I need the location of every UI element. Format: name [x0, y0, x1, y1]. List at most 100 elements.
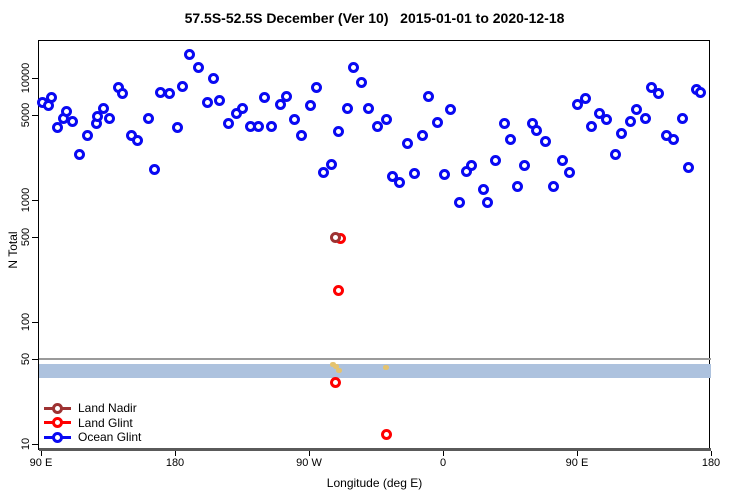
ocean-glint-point — [184, 48, 196, 60]
y-axis-tick-label: 1000 — [20, 187, 32, 213]
land-glint-point — [380, 428, 392, 440]
ocean-glint-point — [482, 197, 494, 209]
ocean-glint-point — [66, 116, 78, 128]
ocean-glint-point — [683, 162, 695, 174]
ocean-glint-point — [601, 114, 613, 126]
x-axis-tick-label: 90 E — [29, 457, 53, 469]
y-axis-tick — [32, 444, 38, 445]
ocean-glint-point — [208, 72, 220, 84]
x-axis-tick — [577, 451, 578, 456]
chart-title: 57.5S-52.5S December (Ver 10) 2015-01-01… — [184, 10, 565, 26]
ocean-glint-point — [653, 88, 665, 100]
ocean-glint-point — [540, 136, 552, 148]
y-axis-tick-label: 10 — [20, 437, 32, 451]
y-axis-tick — [32, 236, 38, 238]
x-axis-tick-label: 0 — [439, 457, 447, 469]
ocean-glint-point — [193, 62, 205, 74]
ocean-glint-point — [214, 94, 226, 106]
legend-item-land-nadir: Land Nadir — [44, 401, 141, 416]
x-axis-tick — [175, 451, 176, 456]
ocean-glint-point — [342, 102, 354, 114]
legend-label-ocean-glint: Ocean Glint — [78, 430, 142, 445]
ocean-glint-point — [252, 120, 264, 132]
ocean-glint-point — [117, 88, 129, 100]
ocean-glint-point — [132, 134, 144, 146]
ocean-glint-point — [616, 128, 628, 140]
ocean-glint-point — [401, 137, 413, 149]
ocean-glint-point — [547, 180, 559, 192]
land-glint-marker-icon — [44, 417, 71, 429]
ocean-glint-point — [163, 87, 175, 99]
land-nadir-point — [330, 231, 342, 243]
ocean-glint-point — [444, 103, 456, 115]
ocean-glint-point — [593, 107, 605, 119]
ocean-glint-point — [325, 158, 337, 170]
legend-label-land-nadir: Land Nadir — [78, 401, 137, 416]
ocean-glint-point — [610, 148, 622, 160]
ocean-glint-point — [304, 100, 316, 112]
ocean-glint-point — [511, 180, 523, 192]
ocean-glint-point — [223, 118, 235, 130]
y-axis-tick — [32, 78, 38, 79]
x-axis-tick-label: 90 E — [565, 457, 589, 469]
land-nadir-marker-icon — [44, 402, 71, 414]
ocean-glint-point — [51, 121, 63, 133]
ocean-glint-marker-icon — [44, 431, 71, 443]
ocean-glint-point — [477, 183, 489, 195]
ocean-glint-point — [465, 160, 477, 172]
ocean-glint-point — [556, 155, 568, 167]
y-axis-tick-label: 10000 — [20, 62, 32, 94]
ocean-glint-point — [275, 99, 287, 111]
land-glint-point — [330, 376, 342, 388]
ocean-glint-point — [631, 103, 643, 115]
legend-item-ocean-glint: Ocean Glint — [44, 430, 141, 445]
ocean-glint-point — [409, 168, 421, 180]
legend-item-land-glint: Land Glint — [44, 416, 141, 431]
ocean-glint-point — [519, 160, 531, 172]
y-axis-tick — [32, 322, 38, 323]
ocean-glint-point — [639, 112, 651, 124]
ocean-glint-point — [431, 117, 443, 129]
x-axis-tick-label: 180 — [701, 457, 721, 469]
x-axis-tick — [443, 451, 444, 456]
land-nadir-circle-icon — [52, 402, 63, 414]
ocean-glint-point — [333, 126, 345, 138]
unlabeled-gold-marks-mark — [332, 364, 339, 370]
ocean-glint-point — [202, 96, 214, 108]
ocean-glint-point — [74, 149, 86, 161]
ocean-glint-point — [498, 118, 510, 130]
ocean-glint-point — [371, 120, 383, 132]
x-axis-title: Longitude (deg E) — [326, 476, 423, 490]
ocean-glint-point — [310, 82, 322, 94]
ocean-glint-point — [668, 133, 680, 145]
ocean-glint-point — [318, 167, 330, 179]
ocean-glint-point — [677, 112, 689, 124]
legend-label-land-glint: Land Glint — [78, 415, 133, 430]
ocean-glint-point — [416, 129, 428, 141]
ocean-glint-point — [531, 125, 543, 137]
unlabeled-gold-marks-mark — [383, 365, 390, 371]
x-axis-tick — [711, 451, 712, 456]
ocean-glint-point — [103, 112, 115, 124]
ocean-glint-point — [236, 102, 248, 114]
ocean-glint-point — [571, 98, 583, 110]
ocean-glint-point — [645, 82, 657, 94]
ocean-glint-point — [348, 62, 360, 74]
ocean-glint-point — [172, 121, 184, 133]
ocean-glint-point — [60, 106, 72, 118]
ocean-glint-point — [296, 130, 308, 142]
ocean-glint-point — [148, 163, 160, 175]
ocean-glint-point — [422, 91, 434, 103]
ocean-glint-point — [453, 197, 465, 209]
ocean-glint-point — [176, 80, 188, 92]
y-axis-tick-label: 500 — [20, 227, 32, 246]
ocean-glint-point — [92, 111, 104, 123]
ocean-glint-point — [281, 90, 293, 102]
y-axis-tick — [32, 358, 38, 360]
land-glint-circle-icon — [52, 417, 63, 429]
ocean-glint-point — [266, 120, 278, 132]
ocean-glint-circle-icon — [52, 431, 63, 443]
ocean-glint-point — [380, 113, 392, 125]
ocean-glint-point — [81, 129, 93, 141]
